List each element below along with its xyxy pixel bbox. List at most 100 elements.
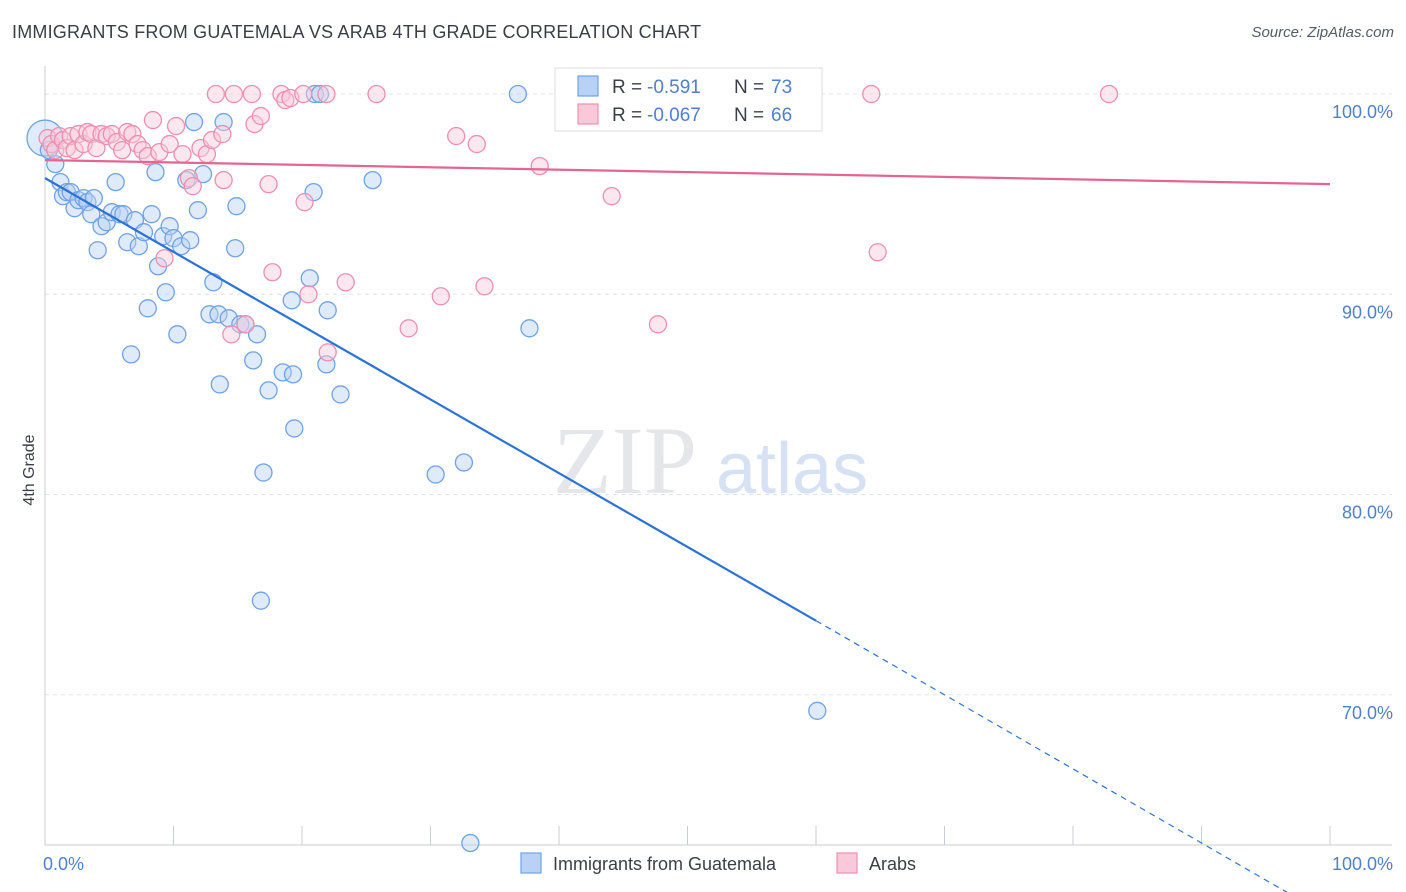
guatemala-point bbox=[283, 365, 303, 384]
guatemala-point bbox=[520, 319, 539, 338]
arabs-point bbox=[530, 156, 549, 176]
chart-title: IMMIGRANTS FROM GUATEMALA VS ARAB 4TH GR… bbox=[12, 22, 702, 42]
guatemala-point bbox=[204, 273, 223, 292]
arabs-point bbox=[112, 140, 132, 160]
arabs-point bbox=[82, 124, 101, 144]
watermark: ZIP atlas bbox=[553, 407, 868, 514]
y-axis-label: 4th Grade bbox=[21, 434, 38, 505]
source-label: Source: ZipAtlas.com bbox=[1251, 24, 1394, 41]
r-value: -0.591 bbox=[647, 77, 701, 98]
guatemala-point bbox=[129, 237, 148, 256]
guatemala-trend-extension bbox=[815, 620, 1288, 892]
n-value: 66 bbox=[771, 105, 792, 126]
guatemala-point bbox=[454, 453, 474, 472]
arabs-point bbox=[183, 176, 202, 196]
r-label: R = bbox=[612, 77, 642, 98]
guatemala-point bbox=[156, 283, 175, 302]
arabs-point bbox=[475, 277, 494, 296]
arabs-point bbox=[602, 187, 621, 206]
guatemala-point bbox=[251, 591, 271, 610]
arabs-point bbox=[367, 84, 386, 104]
guatemala-point bbox=[426, 465, 445, 484]
guatemala-point bbox=[254, 463, 273, 482]
guatemala-trend-line bbox=[44, 177, 817, 622]
arabs-point bbox=[123, 124, 142, 144]
arabs-point bbox=[214, 170, 233, 190]
guatemala-point bbox=[226, 239, 245, 258]
arabs-point bbox=[336, 273, 355, 292]
guatemala-point bbox=[508, 84, 528, 104]
guatemala-point bbox=[138, 299, 157, 318]
arabs-point bbox=[222, 325, 241, 344]
guatemala-point bbox=[118, 233, 137, 252]
arabs-point bbox=[447, 126, 466, 146]
guatemala-point bbox=[142, 205, 161, 224]
r-value: -0.067 bbox=[647, 105, 701, 126]
arabs-point bbox=[143, 110, 163, 130]
arabs-point bbox=[224, 84, 244, 104]
arabs-point bbox=[263, 263, 282, 282]
y-tick-label: 70.0% bbox=[1342, 703, 1393, 723]
arabs-point bbox=[206, 84, 226, 104]
arabs-point bbox=[87, 138, 106, 158]
guatemala-point bbox=[181, 231, 200, 250]
guatemala-point bbox=[300, 269, 319, 288]
arabs-point bbox=[259, 174, 278, 194]
points-layer bbox=[26, 84, 1119, 853]
arabs-point bbox=[467, 134, 486, 154]
arabs-point bbox=[251, 106, 271, 126]
guatemala-point bbox=[184, 112, 204, 132]
series-legend: Immigrants from Guatemala Arabs bbox=[520, 852, 916, 874]
y-tick-label: 100.0% bbox=[1332, 102, 1393, 122]
arabs-trend-line bbox=[44, 159, 1331, 186]
watermark-zip: ZIP bbox=[553, 407, 697, 514]
axis-layer: 0.0% 100.0% bbox=[43, 66, 1393, 874]
guatemala-point bbox=[461, 833, 480, 853]
guatemala-point bbox=[84, 189, 103, 208]
guatemala-point bbox=[285, 419, 304, 438]
arabs-point bbox=[295, 193, 314, 212]
guatemala-point bbox=[210, 375, 229, 394]
guatemala-point bbox=[259, 381, 278, 400]
stats-legend: R = -0.591 N = 73 R = -0.067 N = 66 bbox=[554, 67, 823, 132]
arabs-point bbox=[294, 84, 313, 104]
guatemala-point bbox=[168, 325, 187, 344]
guatemala-point bbox=[172, 237, 191, 256]
n-value: 73 bbox=[771, 77, 792, 98]
trend-layer bbox=[44, 159, 1331, 892]
watermark-atlas: atlas bbox=[716, 429, 868, 509]
n-label: N = bbox=[734, 77, 764, 98]
pink-legend-swatch bbox=[836, 852, 858, 874]
arabs-point bbox=[242, 84, 262, 104]
guatemala-point bbox=[121, 345, 141, 364]
arabs-point bbox=[317, 84, 336, 104]
arabs-point bbox=[431, 287, 450, 306]
guatemala-point bbox=[244, 351, 263, 370]
arabs-point bbox=[69, 124, 88, 144]
guatemala-point bbox=[331, 385, 350, 404]
r-label: R = bbox=[612, 105, 642, 126]
grid-layer: 70.0% 80.0% 90.0% 100.0% bbox=[45, 93, 1393, 723]
stats-legend-box bbox=[554, 67, 823, 132]
arabs-point bbox=[173, 144, 192, 164]
arabs-point bbox=[1099, 84, 1119, 104]
arabs-point bbox=[648, 315, 668, 334]
guatemala-point bbox=[106, 172, 125, 192]
y-tick-label: 90.0% bbox=[1342, 302, 1393, 322]
arabs-point bbox=[138, 146, 157, 166]
arabs-point bbox=[868, 243, 887, 262]
y-tick-label: 80.0% bbox=[1342, 503, 1393, 523]
x-tick-label: 100.0% bbox=[1332, 854, 1393, 874]
arabs-point bbox=[160, 134, 179, 154]
guatemala-point bbox=[247, 325, 267, 344]
guatemala-point bbox=[193, 164, 213, 184]
legend-label: Arabs bbox=[869, 854, 916, 874]
guatemala-point bbox=[88, 241, 107, 260]
arabs-point bbox=[236, 315, 255, 334]
arabs-point bbox=[202, 130, 222, 150]
legend-label: Immigrants from Guatemala bbox=[553, 854, 777, 874]
guatemala-point bbox=[282, 291, 301, 310]
guatemala-point bbox=[227, 197, 246, 216]
guatemala-point bbox=[808, 701, 827, 720]
